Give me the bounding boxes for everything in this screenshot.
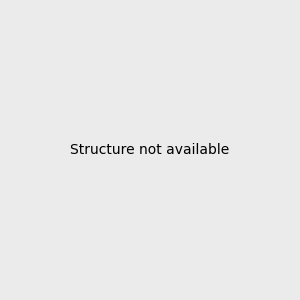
Text: Structure not available: Structure not available — [70, 143, 230, 157]
